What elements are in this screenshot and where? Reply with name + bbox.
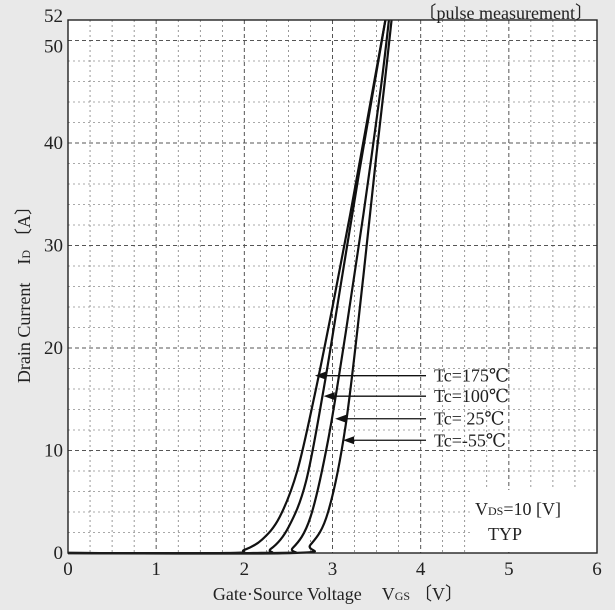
x-tick-labels: 0 1 2 3 4 5 6: [63, 559, 602, 580]
x-tick-label: 6: [592, 559, 602, 580]
plot-frame: [67, 19, 598, 554]
annotation-arrowhead: [314, 371, 326, 380]
y-tick-label: 20: [44, 338, 63, 359]
y-tick-label: 30: [44, 236, 63, 257]
annotation-arrowhead: [343, 436, 355, 445]
y-axis-title: Drain CurrentID〔A〕: [14, 197, 34, 383]
x-tick-label: 3: [328, 559, 338, 580]
typ-label: TYP: [488, 524, 522, 544]
x-tick-label: 0: [63, 559, 73, 580]
curve-label: Tc=-55℃: [434, 430, 506, 450]
curve-label: Tc=100℃: [434, 386, 509, 406]
vds-condition: VDS=10 [V]: [475, 499, 561, 519]
y-tick-label: 52: [44, 6, 63, 27]
x-axis-title: Gate·Source Voltage VGS 〔V〕: [213, 584, 463, 604]
x-tick-label: 5: [504, 559, 514, 580]
y-tick-label: 10: [44, 441, 63, 462]
y-tick-label: 40: [44, 133, 63, 154]
x-tick-label: 4: [416, 559, 426, 580]
y-tick-labels: 0 10 20 30 40 50 52: [44, 6, 63, 564]
y-tick-label: 50: [44, 37, 63, 58]
curve-label: Tc=175℃: [434, 366, 509, 386]
curve-label: Tc= 25℃: [434, 409, 505, 429]
conditions-box: [470, 490, 595, 552]
annotation-arrowhead: [323, 392, 335, 401]
y-tick-label: 0: [54, 543, 64, 564]
pulse-measurement-note: 〔pulse measurement〕: [419, 3, 593, 23]
x-tick-label: 2: [240, 559, 250, 580]
annotations: Tc=175℃Tc=100℃ Tc= 25℃Tc=-55℃: [314, 366, 509, 450]
x-tick-label: 1: [151, 559, 161, 580]
annotation-arrowhead: [335, 414, 347, 423]
